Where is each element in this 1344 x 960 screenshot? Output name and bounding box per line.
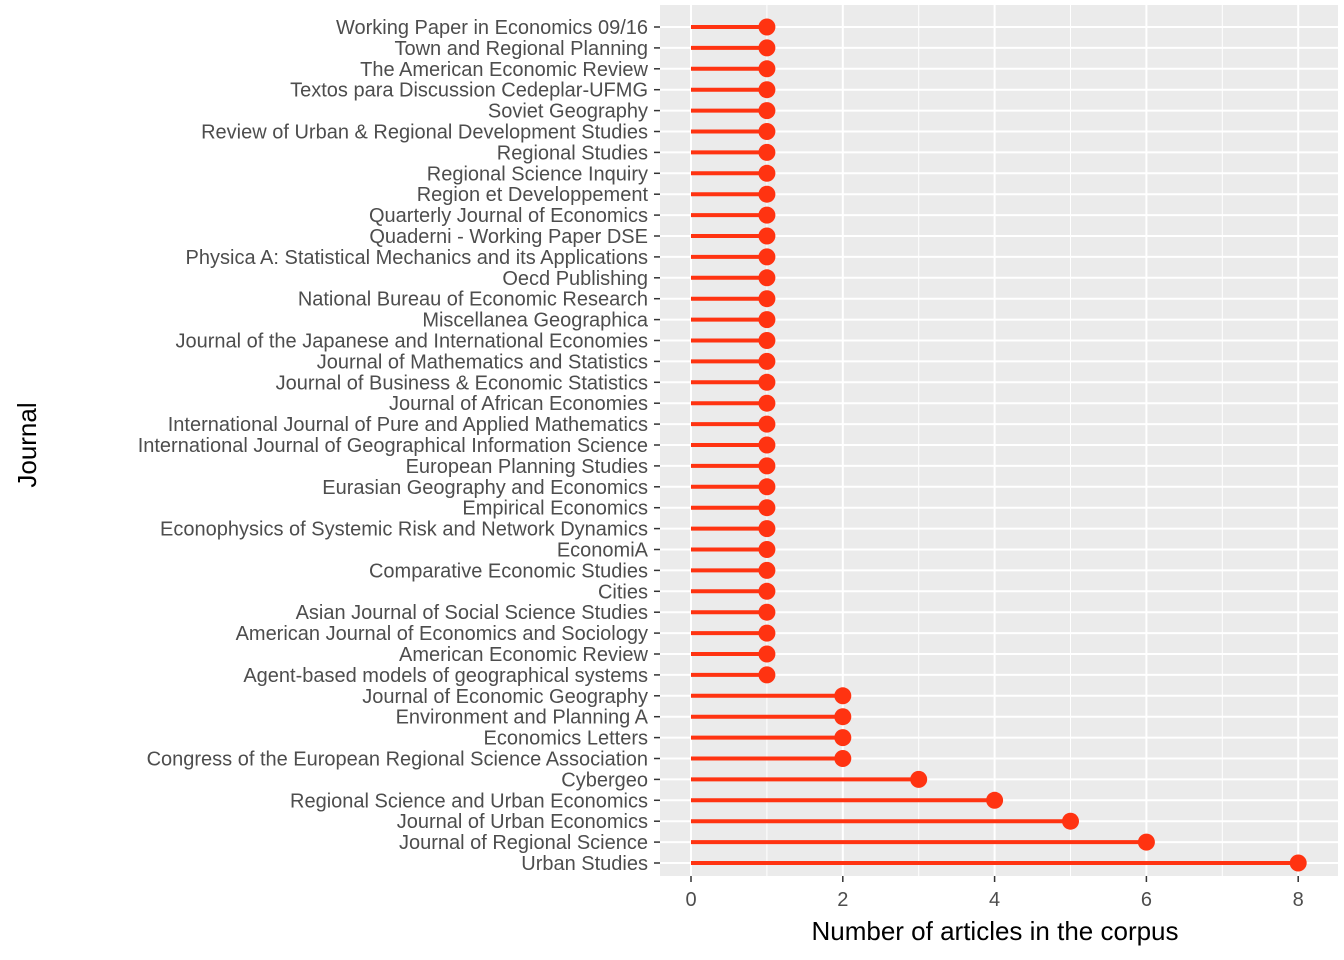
y-tick-label: Journal of Business & Economic Statistic… [276,372,648,394]
y-tick-label: Quaderni - Working Paper DSE [369,226,648,248]
lollipop-point [758,269,776,287]
lollipop-point [834,687,852,705]
x-tick-label: 2 [837,889,848,911]
y-tick-label: Town and Regional Planning [394,38,648,60]
lollipop-point [758,81,776,99]
lollipop-point [758,185,776,203]
y-tick-label: Empirical Economics [462,498,648,520]
lollipop-point [758,436,776,454]
lollipop-point [758,499,776,517]
y-tick-label: European Planning Studies [406,456,648,478]
lollipop-point [758,206,776,224]
y-tick-label: Regional Science and Urban Economics [290,790,648,812]
x-tick-labels: 0 2 4 6 8 [685,876,1304,911]
y-tick-label: Region et Developpement [417,184,649,206]
lollipop-point [834,750,852,767]
y-tick-label: International Journal of Pure and Applie… [168,414,648,436]
lollipop-point [758,582,776,600]
y-tick-label: Physica A: Statistical Mechanics and its… [186,247,648,269]
y-tick-label: Journal of Regional Science [399,832,648,854]
lollipop-point [758,60,776,78]
y-tick-label: American Journal of Economics and Sociol… [236,623,648,645]
y-tick-label: Oecd Publishing [502,268,648,290]
y-tick-label: Journal of the Japanese and Internationa… [175,331,648,353]
y-tick-label: Regional Studies [497,142,648,164]
lollipop-point [758,248,776,266]
y-tick-label: National Bureau of Economic Research [298,289,648,311]
y-tick-label: Asian Journal of Social Science Studies [296,602,648,624]
y-tick-label: EconomiA [557,540,649,562]
x-tick-label: 8 [1293,889,1304,911]
y-tick-label: The American Economic Review [360,59,648,81]
lollipop-point [758,39,776,57]
lollipop-point [758,18,776,36]
lollipop-point [758,290,776,308]
y-tick-label: Textos para Discussion Cedeplar-UFMG [290,80,648,102]
y-tick-label: Agent-based models of geographical syste… [243,665,648,687]
lollipop-point [758,603,776,621]
y-tick-label: American Economic Review [399,644,649,666]
y-tick-label: Miscellanea Geographica [422,310,649,332]
y-tick-label: Econophysics of Systemic Risk and Networ… [160,519,648,541]
lollipop-point [834,708,852,726]
lollipop-point [758,352,776,370]
lollipop-point [758,373,776,391]
lollipop-point [758,227,776,245]
lollipop-point [758,520,776,538]
y-tick-label: Journal of Mathematics and Statistics [317,351,648,373]
y-tick-label: Comparative Economic Studies [369,560,648,582]
y-tick-label: Journal of Economic Geography [362,686,648,708]
lollipop-point [1062,812,1079,830]
y-tick-label: Eurasian Geography and Economics [322,477,648,499]
y-tick-label: Soviet Geography [488,101,648,123]
lollipop-point [834,729,852,747]
x-tick-label: 0 [685,889,696,911]
y-tick-label: Environment and Planning A [396,707,649,729]
y-tick-label: Urban Studies [521,853,648,875]
lollipop-point [986,791,1004,809]
y-tick-label: Regional Science Inquiry [427,163,648,185]
lollipop-marks [691,18,1307,872]
y-tick-label: Congress of the European Regional Scienc… [147,749,648,771]
y-tick-label: Working Paper in Economics 09/16 [336,17,648,39]
lollipop-point [1289,854,1307,872]
lollipop-point [758,645,776,663]
lollipop-point [758,624,776,642]
y-tick-label: Quarterly Journal of Economics [369,205,648,227]
lollipop-point [758,541,776,558]
y-tick-label: Journal of African Economies [389,393,648,415]
lollipop-point [758,457,776,475]
y-tick-labels: Working Paper in Economics 09/16 Town an… [138,17,660,875]
lollipop-point [758,332,776,349]
lollipop-point [758,561,776,579]
x-tick-label: 6 [1141,889,1152,911]
lollipop-point [758,164,776,182]
lollipop-point [758,143,776,161]
y-tick-label: Cybergeo [561,769,648,791]
lollipop-point [758,666,776,684]
lollipop-point [758,123,776,140]
y-tick-label: Review of Urban & Regional Development S… [201,122,648,144]
y-tick-label: Cities [598,581,648,603]
x-tick-label: 4 [989,889,1000,911]
gridlines [660,5,1338,876]
lollipop-point [1137,833,1155,851]
y-tick-label: Journal of Urban Economics [397,811,648,833]
x-axis-title: Number of articles in the corpus [811,916,1178,946]
y-tick-label: International Journal of Geographical In… [138,435,648,457]
lollipop-point [758,311,776,329]
y-tick-label: Economics Letters [483,728,648,750]
lollipop-point [758,102,776,120]
lollipop-point [910,770,928,788]
lollipop-point [758,415,776,433]
lollipop-point [758,478,776,496]
y-axis-title: Journal [12,402,42,487]
lollipop-point [758,394,776,412]
